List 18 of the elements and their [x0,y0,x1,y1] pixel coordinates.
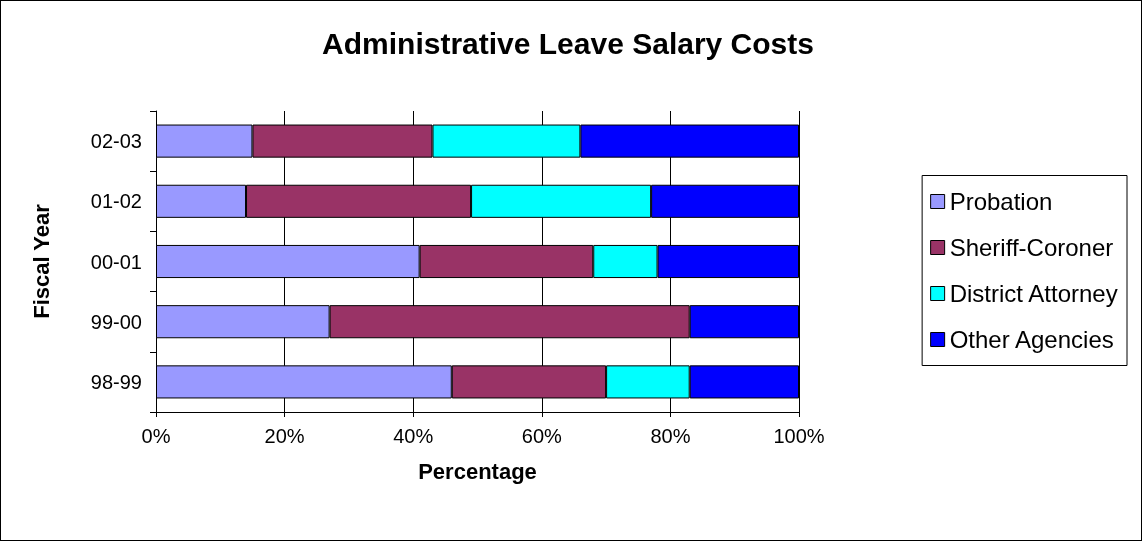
x-tick-label: 0% [141,425,171,447]
y-tick-label: 00-01 [90,250,142,273]
y-tick-label: 01-02 [90,190,142,213]
x-tick-label: 20% [264,425,305,447]
x-axis-title: Percentage [418,458,537,484]
x-tick-label: 80% [650,425,691,447]
x-tick-label: 60% [521,425,563,447]
chart-title: Administrative Leave Salary Costs [322,26,814,60]
legend-label: District Attorney [949,280,1118,307]
legend-label: Sheriff-Coroner [949,234,1114,261]
legend-label: Other Agencies [949,326,1114,353]
x-tick-label: 40% [393,425,434,447]
y-axis-title: Fiscal Year [28,203,54,319]
y-tick-label: 98-99 [90,370,142,393]
x-tick-label: 100% [773,425,825,447]
legend-label: Probation [949,188,1053,215]
y-tick-label: 02-03 [90,130,142,153]
y-tick-label: 99-00 [90,310,142,333]
